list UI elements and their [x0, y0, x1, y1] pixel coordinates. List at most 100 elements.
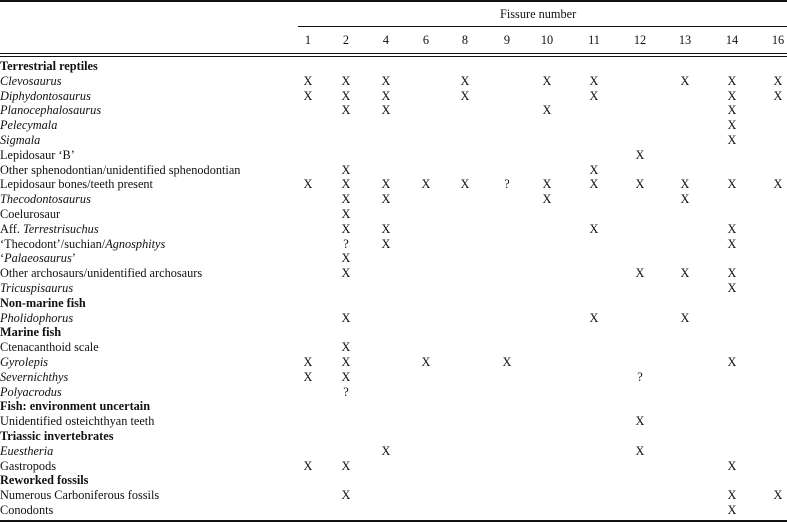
presence-cell: X	[381, 443, 391, 458]
presence-cell: X	[341, 162, 351, 177]
presence-cell: X	[727, 118, 737, 133]
presence-cell: X	[727, 73, 737, 88]
uncertain-cell: ?	[343, 384, 349, 399]
column-header-9: 9	[503, 33, 511, 47]
row-label: Coelurosaur	[0, 207, 60, 221]
row-label-part: Other archosaurs/unidentified archosaurs	[0, 266, 203, 281]
row-label: Lepidosaur ‘B’	[0, 148, 75, 162]
row-label-part: Marine fish	[0, 325, 62, 340]
row-label-part: Gastropods	[0, 458, 57, 473]
row-label: ‘Palaeosaurus’	[0, 251, 76, 265]
presence-cell: X	[635, 177, 645, 192]
row-label: Thecodontosaurus	[0, 192, 91, 206]
presence-cell: X	[635, 266, 645, 281]
row-label-part: Pholidophorus	[0, 310, 74, 325]
presence-cell: X	[381, 88, 391, 103]
column-header-12: 12	[633, 33, 647, 47]
presence-cell: X	[727, 88, 737, 103]
row-label-part: Gyrolepis	[0, 355, 49, 369]
presence-cell: X	[680, 73, 690, 88]
row-label-part: Tricuspisaurus	[0, 281, 74, 295]
row-label: Severnichthys	[0, 370, 68, 384]
presence-cell: X	[680, 310, 690, 325]
presence-cell: X	[341, 251, 351, 266]
presence-cell: X	[341, 355, 351, 369]
header-double-rule-top	[0, 53, 787, 54]
row-label-part: Thecodontosaurus	[0, 192, 91, 207]
row-label-part: Polyacrodus	[0, 384, 62, 399]
presence-cell: X	[680, 177, 690, 192]
row-label: Lepidosaur bones/teeth present	[0, 177, 153, 191]
row-label-part: Coelurosaur	[0, 207, 61, 221]
column-header-11: 11	[588, 33, 600, 47]
row-label: Pelecymala	[0, 118, 57, 132]
row-label: Numerous Carboniferous fossils	[0, 488, 159, 502]
presence-cell: X	[421, 177, 431, 192]
column-header-6: 6	[422, 33, 430, 47]
presence-cell: X	[381, 192, 391, 207]
presence-cell: X	[341, 488, 351, 503]
uncertain-cell: ?	[343, 236, 349, 251]
uncertain-cell: ?	[504, 177, 510, 192]
column-header-1: 1	[304, 33, 312, 47]
row-label-part: Other sphenodontian/unidentified sphenod…	[0, 162, 241, 177]
row-label-part: Severnichthys	[0, 369, 69, 384]
presence-cell: X	[773, 488, 783, 503]
row-label-part: Clevosaurus	[0, 73, 62, 88]
presence-cell: X	[341, 369, 351, 384]
presence-cell: X	[773, 88, 783, 103]
row-label-part: ’	[71, 251, 76, 266]
row-label: Other sphenodontian/unidentified sphenod…	[0, 163, 240, 177]
row-label: Conodonts	[0, 503, 53, 517]
row-label-part: Conodonts	[0, 503, 54, 517]
presence-cell: X	[341, 221, 351, 236]
presence-cell: X	[727, 458, 737, 473]
presence-cell: X	[727, 103, 737, 118]
section-heading: Triassic invertebrates	[0, 429, 114, 443]
presence-cell: X	[635, 147, 645, 162]
uncertain-cell: ?	[637, 369, 643, 384]
row-label: Clevosaurus	[0, 74, 62, 88]
group-header-underline	[298, 26, 787, 27]
row-label-part: Palaeosaurus	[4, 251, 72, 266]
presence-cell: X	[341, 310, 351, 325]
row-label-part: Planocephalosaurus	[0, 103, 102, 118]
presence-cell: X	[727, 236, 737, 251]
row-label: Ctenacanthoid scale	[0, 340, 99, 354]
presence-cell: X	[381, 103, 391, 118]
presence-cell: X	[727, 266, 737, 281]
row-label-part: ‘	[0, 251, 5, 266]
presence-cell: X	[542, 73, 552, 88]
row-label-part: Agnosphitys	[105, 236, 166, 251]
presence-cell: X	[341, 103, 351, 118]
presence-cell: X	[341, 177, 351, 192]
section-heading: Marine fish	[0, 325, 61, 339]
row-label-part: Terrestrial reptiles	[0, 59, 98, 73]
presence-cell: X	[341, 73, 351, 88]
presence-cell: X	[303, 177, 313, 192]
header-double-rule-bottom	[0, 56, 787, 57]
presence-cell: X	[303, 73, 313, 88]
column-header-16: 16	[771, 33, 785, 47]
presence-cell: X	[727, 177, 737, 192]
presence-cell: X	[460, 177, 470, 192]
column-header-2: 2	[342, 33, 350, 47]
row-label-part: Euestheria	[0, 443, 54, 458]
row-label: Other archosaurs/unidentified archosaurs	[0, 266, 202, 280]
column-header-10: 10	[540, 33, 554, 47]
row-label: Aff. Terrestrisuchus	[0, 222, 99, 236]
presence-cell: X	[589, 88, 599, 103]
row-label-part: Aff.	[0, 221, 23, 236]
presence-cell: X	[341, 88, 351, 103]
row-label-part: Triassic invertebrates	[0, 429, 114, 443]
presence-cell: X	[341, 266, 351, 281]
presence-cell: X	[381, 221, 391, 236]
presence-cell: X	[680, 192, 690, 207]
presence-cell: X	[502, 355, 512, 369]
presence-cell: X	[542, 177, 552, 192]
presence-cell: X	[773, 73, 783, 88]
presence-cell: X	[341, 192, 351, 207]
presence-cell: X	[727, 488, 737, 503]
row-label-part: Terrestrisuchus	[23, 221, 99, 236]
row-label-part: Lepidosaur bones/teeth present	[0, 177, 153, 192]
